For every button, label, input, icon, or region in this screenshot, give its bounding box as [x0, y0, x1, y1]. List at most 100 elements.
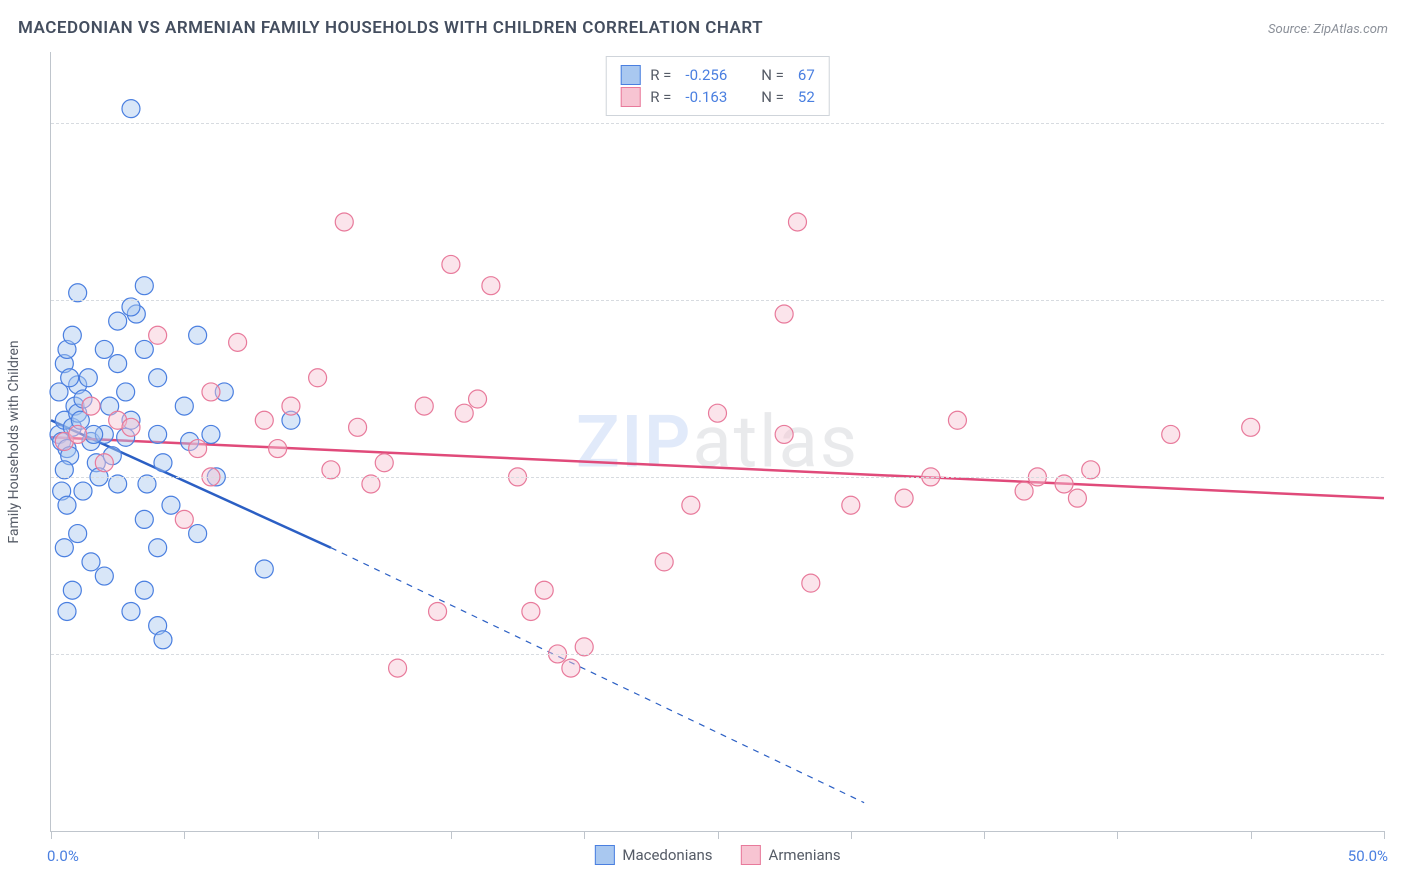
r-value: -0.163	[685, 88, 727, 106]
data-point	[149, 539, 167, 557]
x-max-label: 50.0%	[1348, 847, 1388, 865]
data-point	[1015, 482, 1033, 500]
data-point	[79, 369, 97, 387]
series-name: Armenians	[769, 846, 841, 864]
data-point	[709, 404, 727, 422]
gridline	[51, 123, 1384, 124]
data-point	[522, 602, 540, 620]
x-tick	[318, 831, 319, 839]
data-point	[149, 369, 167, 387]
data-point	[269, 440, 287, 458]
series-legend: Macedonians Armenians	[594, 845, 840, 865]
data-point	[189, 525, 207, 543]
x-tick	[184, 831, 185, 839]
data-point	[775, 425, 793, 443]
data-point	[175, 397, 193, 415]
series-name: Macedonians	[622, 846, 712, 864]
x-tick	[1384, 831, 1385, 839]
data-point	[775, 305, 793, 323]
x-tick	[1251, 831, 1252, 839]
data-point	[1242, 418, 1260, 436]
data-point	[154, 454, 172, 472]
x-tick	[451, 831, 452, 839]
data-point	[74, 482, 92, 500]
legend-item-macedonians: Macedonians	[594, 845, 712, 865]
swatch-icon	[741, 845, 761, 865]
data-point	[948, 411, 966, 429]
data-point	[95, 567, 113, 585]
data-point	[135, 277, 153, 295]
gridline	[51, 300, 1384, 301]
x-min-label: 0.0%	[47, 847, 79, 865]
data-point	[1162, 425, 1180, 443]
data-point	[135, 581, 153, 599]
data-point	[189, 326, 207, 344]
data-point	[135, 510, 153, 528]
data-point	[58, 602, 76, 620]
swatch-icon	[620, 87, 640, 107]
data-point	[375, 454, 393, 472]
data-point	[82, 397, 100, 415]
data-point	[69, 425, 87, 443]
data-point	[389, 659, 407, 677]
scatter-plot: ZIPatlas R = -0.256 N = 67 R = -0.163 N …	[50, 52, 1384, 832]
data-point	[562, 659, 580, 677]
legend-row-macedonians: R = -0.256 N = 67	[620, 65, 815, 85]
gridline	[51, 654, 1384, 655]
data-point	[335, 213, 353, 231]
y-tick-label: 37.5%	[1394, 291, 1406, 309]
data-point	[117, 383, 135, 401]
data-point	[349, 418, 367, 436]
data-point	[309, 369, 327, 387]
data-point	[175, 510, 193, 528]
data-point	[842, 496, 860, 514]
x-tick	[1117, 831, 1118, 839]
gridline	[51, 477, 1384, 478]
x-tick	[584, 831, 585, 839]
n-label: N =	[761, 66, 784, 84]
y-tick-label: 25.0%	[1394, 468, 1406, 486]
n-value: 52	[798, 88, 815, 106]
source-label: Source: ZipAtlas.com	[1268, 22, 1388, 37]
data-point	[415, 397, 433, 415]
data-point	[229, 333, 247, 351]
data-point	[109, 312, 127, 330]
x-tick	[718, 831, 719, 839]
r-label: R =	[650, 66, 671, 84]
data-point	[69, 525, 87, 543]
data-point	[95, 340, 113, 358]
data-point	[802, 574, 820, 592]
data-point	[455, 404, 473, 422]
data-point	[122, 100, 140, 118]
data-point	[154, 631, 172, 649]
data-point	[162, 496, 180, 514]
data-point	[122, 418, 140, 436]
data-point	[63, 326, 81, 344]
data-point	[61, 369, 79, 387]
correlation-legend: R = -0.256 N = 67 R = -0.163 N = 52	[605, 56, 830, 116]
data-point	[109, 355, 127, 373]
data-point	[682, 496, 700, 514]
data-point	[255, 560, 273, 578]
data-point	[63, 581, 81, 599]
r-label: R =	[650, 88, 671, 106]
data-point	[85, 425, 103, 443]
data-point	[58, 496, 76, 514]
data-point	[442, 255, 460, 273]
data-point	[95, 454, 113, 472]
data-point	[895, 489, 913, 507]
x-tick	[51, 831, 52, 839]
data-point	[482, 277, 500, 295]
data-point	[189, 440, 207, 458]
data-point	[788, 213, 806, 231]
data-point	[202, 425, 220, 443]
data-point	[535, 581, 553, 599]
y-axis-label: Family Households with Children	[6, 340, 22, 543]
data-point	[55, 539, 73, 557]
n-label: N =	[761, 88, 784, 106]
x-tick	[984, 831, 985, 839]
data-point	[469, 390, 487, 408]
legend-item-armenians: Armenians	[741, 845, 841, 865]
swatch-icon	[594, 845, 614, 865]
y-tick-label: 50.0%	[1394, 114, 1406, 132]
